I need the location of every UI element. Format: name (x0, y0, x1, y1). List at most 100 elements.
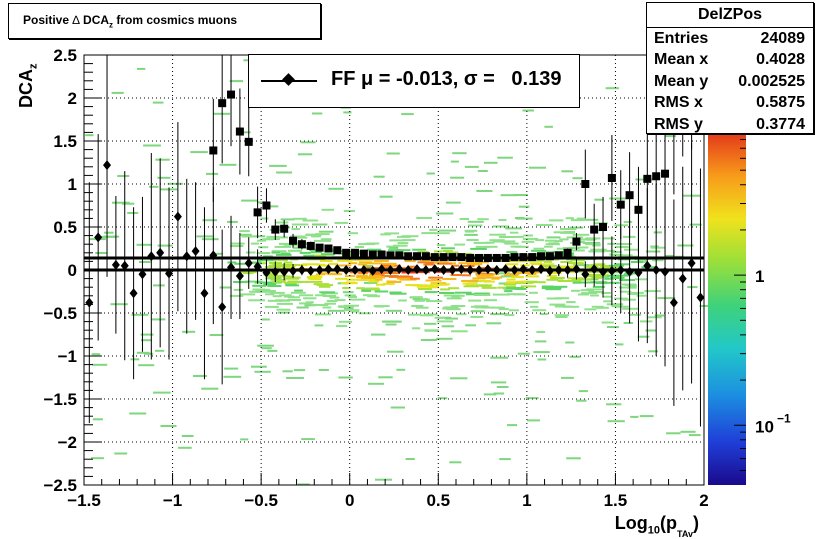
heat-cell (305, 301, 314, 304)
heat-cell (283, 263, 300, 266)
heat-cell (256, 252, 271, 255)
heat-cell (91, 457, 104, 460)
mean-marker (324, 264, 333, 275)
heat-cell (615, 305, 629, 308)
rms-marker (501, 253, 510, 262)
heat-cell (629, 313, 642, 316)
mean-marker (218, 301, 227, 312)
heat-cell (234, 262, 248, 265)
heat-cell (586, 288, 602, 291)
heat-cell (214, 252, 223, 255)
heat-cell (302, 263, 319, 266)
heat-cell (582, 218, 599, 221)
rms-marker (483, 253, 492, 262)
heat-cell (327, 273, 343, 276)
heat-cell (578, 390, 588, 393)
heat-cell (523, 234, 533, 237)
heat-cell (451, 264, 460, 267)
stats-row: Mean x 0.4028 (654, 51, 805, 69)
heat-cell (571, 262, 584, 265)
heat-cell (607, 420, 625, 423)
heat-cell (95, 252, 107, 254)
mean-marker (475, 265, 484, 275)
heat-cell (368, 274, 381, 277)
x-axis-title: Log10(pTAv) (614, 513, 699, 539)
heat-cell (389, 239, 405, 242)
heat-cell (328, 248, 337, 251)
heat-cell (591, 276, 602, 279)
heat-cell (493, 392, 505, 395)
heat-cell (245, 251, 256, 254)
rms-marker (413, 252, 422, 261)
heat-cell (491, 277, 500, 280)
rms-marker (563, 248, 572, 257)
heat-cell (619, 290, 632, 293)
heat-cell (384, 275, 399, 278)
heat-cell (359, 261, 373, 264)
x-tick-labels: −1.5 −1 −0.5 0 0.5 1 1.5 2 (67, 491, 709, 510)
heat-cell (287, 299, 301, 301)
rms-marker (457, 253, 466, 262)
heat-cell (462, 265, 475, 267)
heat-cell (505, 263, 519, 266)
heat-cell (344, 294, 356, 297)
heat-cell (338, 320, 353, 323)
rms-marker (581, 180, 590, 188)
heat-cell (549, 276, 565, 279)
heat-cell (616, 243, 632, 245)
mean-marker (209, 250, 218, 261)
rms-marker (475, 253, 484, 262)
heat-cell (438, 229, 457, 232)
heat-cell (440, 288, 451, 291)
heat-cell (477, 218, 489, 221)
rms-marker (342, 248, 351, 257)
heat-cell (274, 245, 292, 248)
heat-cell (467, 220, 484, 223)
y-tick-label: 0 (68, 261, 77, 280)
mean-marker (599, 266, 608, 277)
heat-cell (508, 309, 519, 312)
heat-cell (560, 261, 573, 263)
mean-marker (138, 269, 147, 280)
heat-cell (485, 241, 495, 244)
heat-cell (201, 387, 219, 390)
heat-cell (591, 244, 601, 247)
heat-cell (490, 313, 508, 316)
heat-cell (373, 260, 386, 262)
heat-cell (602, 295, 612, 298)
heat-cell (285, 284, 300, 287)
heat-cell (420, 314, 434, 317)
heat-cell (364, 281, 378, 284)
heat-cell (532, 281, 546, 284)
heat-cell (271, 251, 281, 254)
heat-cell (230, 245, 244, 247)
heat-cell (664, 255, 674, 257)
heat-cell (636, 294, 647, 297)
heat-cell (528, 166, 546, 169)
heat-cell (257, 239, 266, 242)
rms-marker (430, 253, 439, 262)
heat-cell (623, 248, 638, 251)
heat-cell (320, 260, 333, 262)
heat-cell (318, 369, 329, 371)
mean-marker (545, 265, 554, 276)
colorbar-label-exponent: −1 (777, 411, 791, 425)
heat-cell (136, 243, 152, 246)
heat-cell (615, 343, 624, 346)
heat-cell (389, 292, 407, 295)
heat-cell (157, 244, 173, 247)
heat-cell (380, 262, 397, 265)
heat-cell (206, 172, 219, 175)
heat-cell (239, 230, 250, 233)
chart-title: Positive ∆ DCAz from cosmics muons (23, 13, 238, 30)
heat-cell (441, 325, 454, 328)
heat-cell (365, 242, 380, 245)
heat-cell (181, 435, 194, 437)
heat-cell (263, 283, 277, 286)
heat-cell (533, 351, 550, 354)
heat-cell (227, 220, 238, 223)
mean-marker (519, 264, 528, 275)
heat-cell (381, 264, 390, 267)
mean-marker (359, 265, 368, 275)
heat-cell (329, 296, 340, 299)
